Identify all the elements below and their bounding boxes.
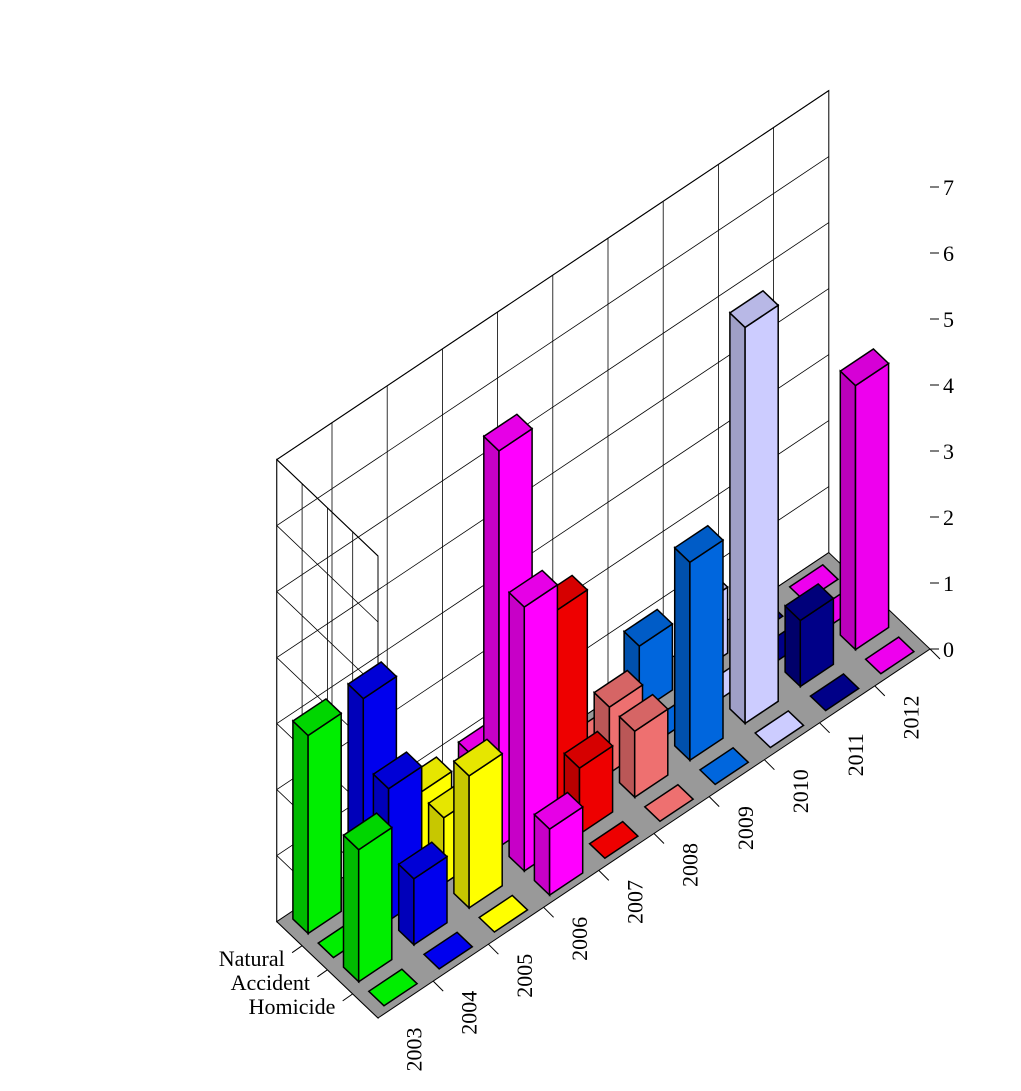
bar-3d — [618, 693, 669, 799]
bar-3d — [673, 524, 725, 763]
bar-side-face — [729, 311, 746, 726]
bar-3d — [783, 582, 835, 689]
bar-front-face — [468, 752, 503, 910]
bar-side-face — [673, 546, 691, 763]
x-tick — [598, 870, 610, 881]
x-tick — [488, 943, 499, 955]
bar-3d — [728, 289, 780, 726]
bar-top-face — [622, 608, 674, 648]
bar-top-face — [507, 569, 559, 608]
wall-top-edge — [276, 90, 830, 557]
y-tick-label: Accident — [231, 970, 310, 995]
z-tick-label: 4 — [943, 373, 954, 398]
bar-top-face — [533, 791, 584, 831]
bar-top-face — [783, 582, 835, 622]
bar-top-face — [593, 669, 644, 709]
gridline-horizontal — [276, 156, 830, 623]
gridline-horizontal — [276, 354, 830, 821]
z-tick-label: 0 — [943, 637, 954, 662]
y-tick-label: Natural — [219, 946, 285, 971]
z-tick-label: 3 — [943, 439, 954, 464]
y-tick — [291, 945, 303, 954]
x-tick-label: 2009 — [733, 806, 758, 850]
bar-top-face — [291, 697, 343, 737]
bar-side-face — [508, 590, 526, 873]
z-tick-label: 2 — [943, 505, 954, 530]
bar-3d — [533, 791, 584, 897]
y-tick — [342, 993, 353, 1002]
bar-side-face — [839, 369, 857, 652]
bar-3d — [452, 738, 504, 910]
x-tick — [543, 906, 554, 918]
x-tick — [708, 796, 720, 807]
chart-labels: 0 1 2 3 4 5 6 7 2003 2004 2005 2006 2007 2008 2009 2010… — [219, 175, 954, 1072]
bar-front-face — [744, 303, 779, 725]
bar-3d — [397, 841, 449, 947]
x-tick — [653, 833, 665, 844]
gridline-horizontal — [276, 222, 830, 689]
bar-top-face — [618, 693, 669, 733]
bar-top-face — [342, 812, 393, 851]
bar-top-face — [372, 751, 423, 790]
chart-bars — [291, 289, 916, 1007]
x-tick — [819, 722, 830, 734]
z-tick-label: 6 — [943, 241, 954, 266]
floor-cell-zero — [698, 746, 750, 786]
x-tick — [432, 980, 444, 992]
bar-top-face — [839, 348, 890, 387]
bar-top-face — [397, 841, 449, 880]
bar-front-face — [689, 538, 724, 762]
bar-side-face — [453, 759, 470, 910]
x-tick-label: 2006 — [567, 917, 592, 961]
x-tick — [874, 685, 886, 697]
floor-cell-zero — [788, 563, 840, 603]
z-tick-label: 5 — [943, 307, 954, 332]
bar-top-face — [452, 738, 504, 777]
x-tick-label: 2003 — [402, 1028, 427, 1072]
x-tick-label: 2010 — [788, 769, 813, 813]
bar-3d — [563, 730, 614, 836]
gridline-horizontal — [276, 288, 830, 755]
floor-cell-zero — [754, 709, 805, 749]
z-tick-label: 7 — [943, 175, 954, 200]
floor-cell-zero — [864, 636, 916, 675]
x-tick-label: 2011 — [843, 733, 868, 776]
x-tick-label: 2005 — [512, 954, 537, 998]
floor-cell-zero — [588, 820, 640, 860]
bar-3d — [507, 569, 559, 873]
y-tick-label: Homicide — [249, 994, 336, 1019]
y-tick — [317, 969, 328, 978]
bar-front-face — [307, 711, 342, 935]
bar-top-face — [673, 524, 725, 564]
bar-top-face — [728, 289, 780, 329]
floor-cell-zero — [422, 931, 474, 970]
x-tick-label: 2007 — [622, 880, 647, 924]
x-tick — [764, 759, 775, 771]
x-tick-label: 2012 — [898, 696, 923, 740]
bar-3d — [291, 697, 343, 936]
x-tick — [929, 648, 941, 660]
floor-cell-zero — [809, 673, 860, 712]
floor-cell-zero — [367, 968, 419, 1007]
x-tick-label: 2008 — [678, 843, 703, 887]
floor-cell-zero — [643, 783, 695, 823]
bar-3d — [839, 348, 890, 652]
bar-3d — [342, 812, 393, 984]
bar-top-face — [563, 730, 614, 770]
bar-front-face — [357, 826, 393, 984]
x-tick-label: 2004 — [457, 991, 482, 1035]
z-tick-label: 1 — [943, 571, 954, 596]
bar-side-face — [292, 719, 309, 936]
bar-top-face — [482, 413, 534, 452]
floor-cell-zero — [478, 894, 529, 933]
bar-top-face — [346, 661, 398, 700]
bar-side-face — [342, 833, 360, 984]
bar-front-face — [854, 362, 890, 652]
